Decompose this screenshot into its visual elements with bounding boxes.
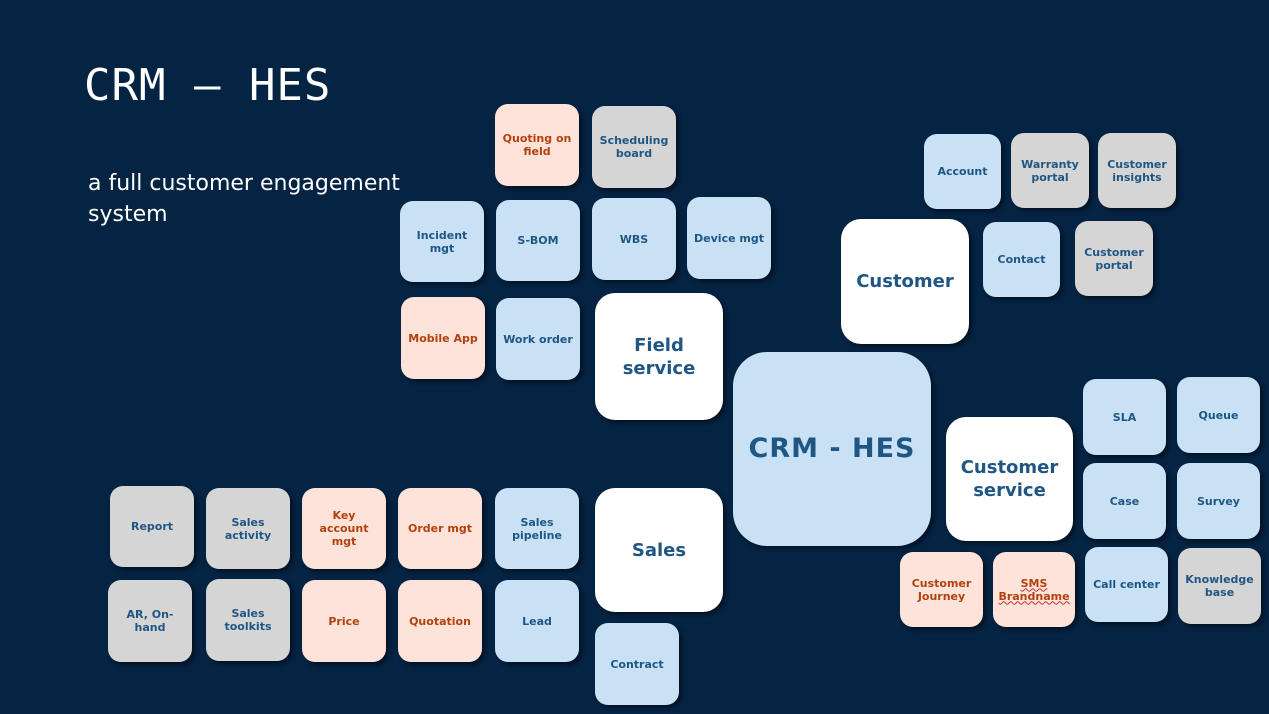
tile-contract: Contract [595,623,679,705]
tile-knowledge-base: Knowledge base [1178,548,1261,624]
tile-wbs: WBS [592,198,676,280]
tile-survey: Survey [1177,463,1260,539]
tile-key-account-mgt: Key account mgt [302,488,386,569]
tile-lead: Lead [495,580,579,662]
tile-scheduling-board: Scheduling board [592,106,676,188]
tile-order-mgt: Order mgt [398,488,482,569]
tile-ar-on-hand: AR, On-hand [108,580,192,662]
slide-subtitle: a full customer engagement system [88,171,400,227]
tile-sales-toolkits: Sales toolkits [206,579,290,661]
hub-crm-hes: CRM - HES [733,352,931,546]
slide-title: CRM – HES [84,60,332,111]
tile-customer-portal: Customer portal [1075,221,1153,296]
tile-customer-journey: Customer Journey [900,552,983,627]
tile-sales-activity: Sales activity [206,488,290,569]
tile-incident-mgt: Incident mgt [400,201,484,282]
tile-report: Report [110,486,194,567]
tile-warranty-portal: Warranty portal [1011,133,1089,208]
tile-call-center: Call center [1085,547,1168,622]
module-sales: Sales [595,488,723,612]
tile-sales-pipeline: Sales pipeline [495,488,579,569]
tile-sms-brandname-label: SMS Brandname [998,576,1070,603]
tile-contact: Contact [983,222,1060,297]
tile-s-bom: S-BOM [496,200,580,281]
tile-work-order: Work order [496,298,580,380]
tile-quoting-on-field: Quoting on field [495,104,579,186]
module-customer-service: Customer service [946,417,1073,541]
module-customer: Customer [841,219,969,344]
tile-sms-brandname: SMS Brandname [993,552,1075,627]
tile-account: Account [924,134,1001,209]
tile-quotation: Quotation [398,580,482,662]
tile-case: Case [1083,463,1166,539]
tile-sla: SLA [1083,379,1166,455]
tile-customer-insights: Customer insights [1098,133,1176,208]
module-field-service: Field service [595,293,723,420]
tile-device-mgt: Device mgt [687,197,771,279]
tile-price: Price [302,580,386,662]
tile-mobile-app: Mobile App [401,297,485,379]
tile-queue: Queue [1177,377,1260,453]
